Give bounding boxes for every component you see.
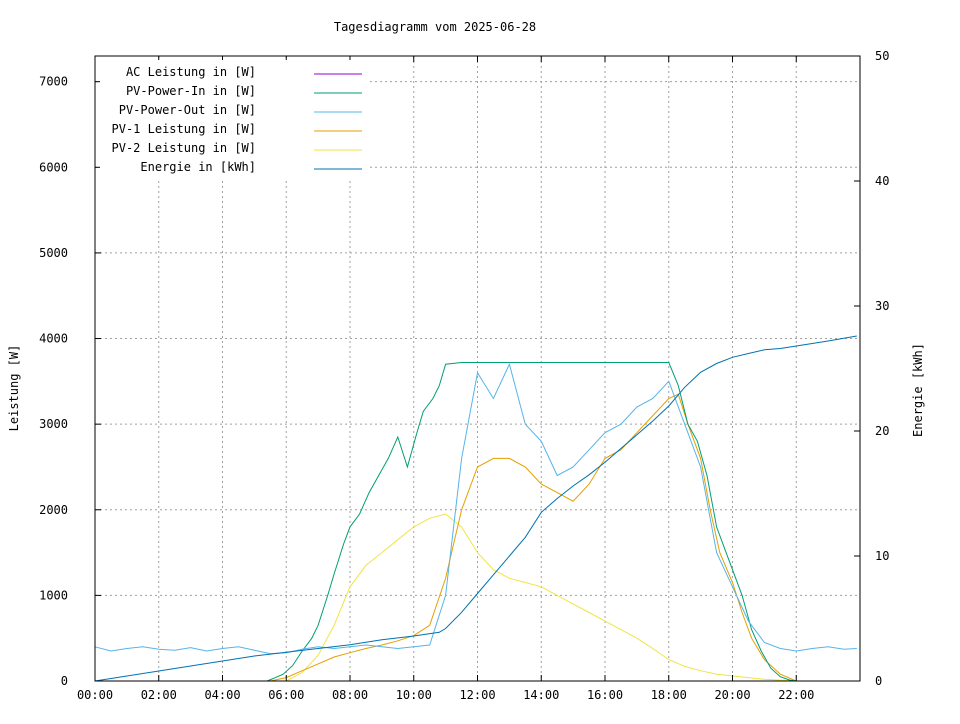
series-line (94, 335, 857, 682)
x-tick-label: 04:00 (204, 688, 240, 702)
axis-ticks: 00:00 02:00 04:00 06:00 08:00 10:00 12:00 14:00… (39, 49, 889, 702)
legend-label: PV-1 Leistung in [W] (112, 122, 257, 136)
series-line (270, 393, 797, 682)
series-line (286, 513, 797, 682)
x-tick-label: 20:00 (714, 688, 750, 702)
y-tick-label: 7000 (39, 75, 68, 89)
y-tick-label: 6000 (39, 160, 68, 174)
x-tick-label: 18:00 (651, 688, 687, 702)
series-layer (94, 335, 857, 682)
y-tick-label: 1000 (39, 588, 68, 602)
y2-tick-label: 10 (875, 549, 889, 563)
y2-tick-label: 20 (875, 424, 889, 438)
y-tick-label: 0 (61, 674, 68, 688)
series-line (266, 362, 797, 682)
x-tick-label: 10:00 (396, 688, 432, 702)
legend-label: Energie in [kWh] (140, 160, 256, 174)
series-line (94, 362, 857, 655)
legend-label: PV-Power-In in [W] (126, 84, 256, 98)
legend-label: PV-2 Leistung in [W] (112, 141, 257, 155)
legend: AC Leistung in [W] PV-Power-In in [W] PV-P… (100, 60, 370, 178)
x-tick-label: 02:00 (141, 688, 177, 702)
y2-tick-label: 30 (875, 299, 889, 313)
y2-axis-label: Energie [kWh] (911, 343, 925, 437)
chart-title: Tagesdiagramm vom 2025-06-28 (334, 20, 536, 34)
y-tick-label: 3000 (39, 417, 68, 431)
x-tick-label: 16:00 (587, 688, 623, 702)
y-axis-label: Leistung [W] (7, 345, 21, 432)
grid-lines (95, 56, 860, 681)
x-tick-label: 08:00 (332, 688, 368, 702)
x-tick-label: 06:00 (268, 688, 304, 702)
y2-tick-label: 50 (875, 49, 889, 63)
x-tick-label: 14:00 (523, 688, 559, 702)
x-tick-label: 00:00 (77, 688, 113, 702)
y2-tick-label: 40 (875, 174, 889, 188)
y-tick-label: 4000 (39, 332, 68, 346)
y-tick-label: 5000 (39, 246, 68, 260)
y-tick-label: 2000 (39, 503, 68, 517)
legend-box (100, 60, 370, 178)
x-tick-label: 22:00 (778, 688, 814, 702)
legend-label: PV-Power-Out in [W] (119, 103, 256, 117)
y2-tick-label: 0 (875, 674, 882, 688)
x-tick-label: 12:00 (459, 688, 495, 702)
legend-label: AC Leistung in [W] (126, 65, 256, 79)
